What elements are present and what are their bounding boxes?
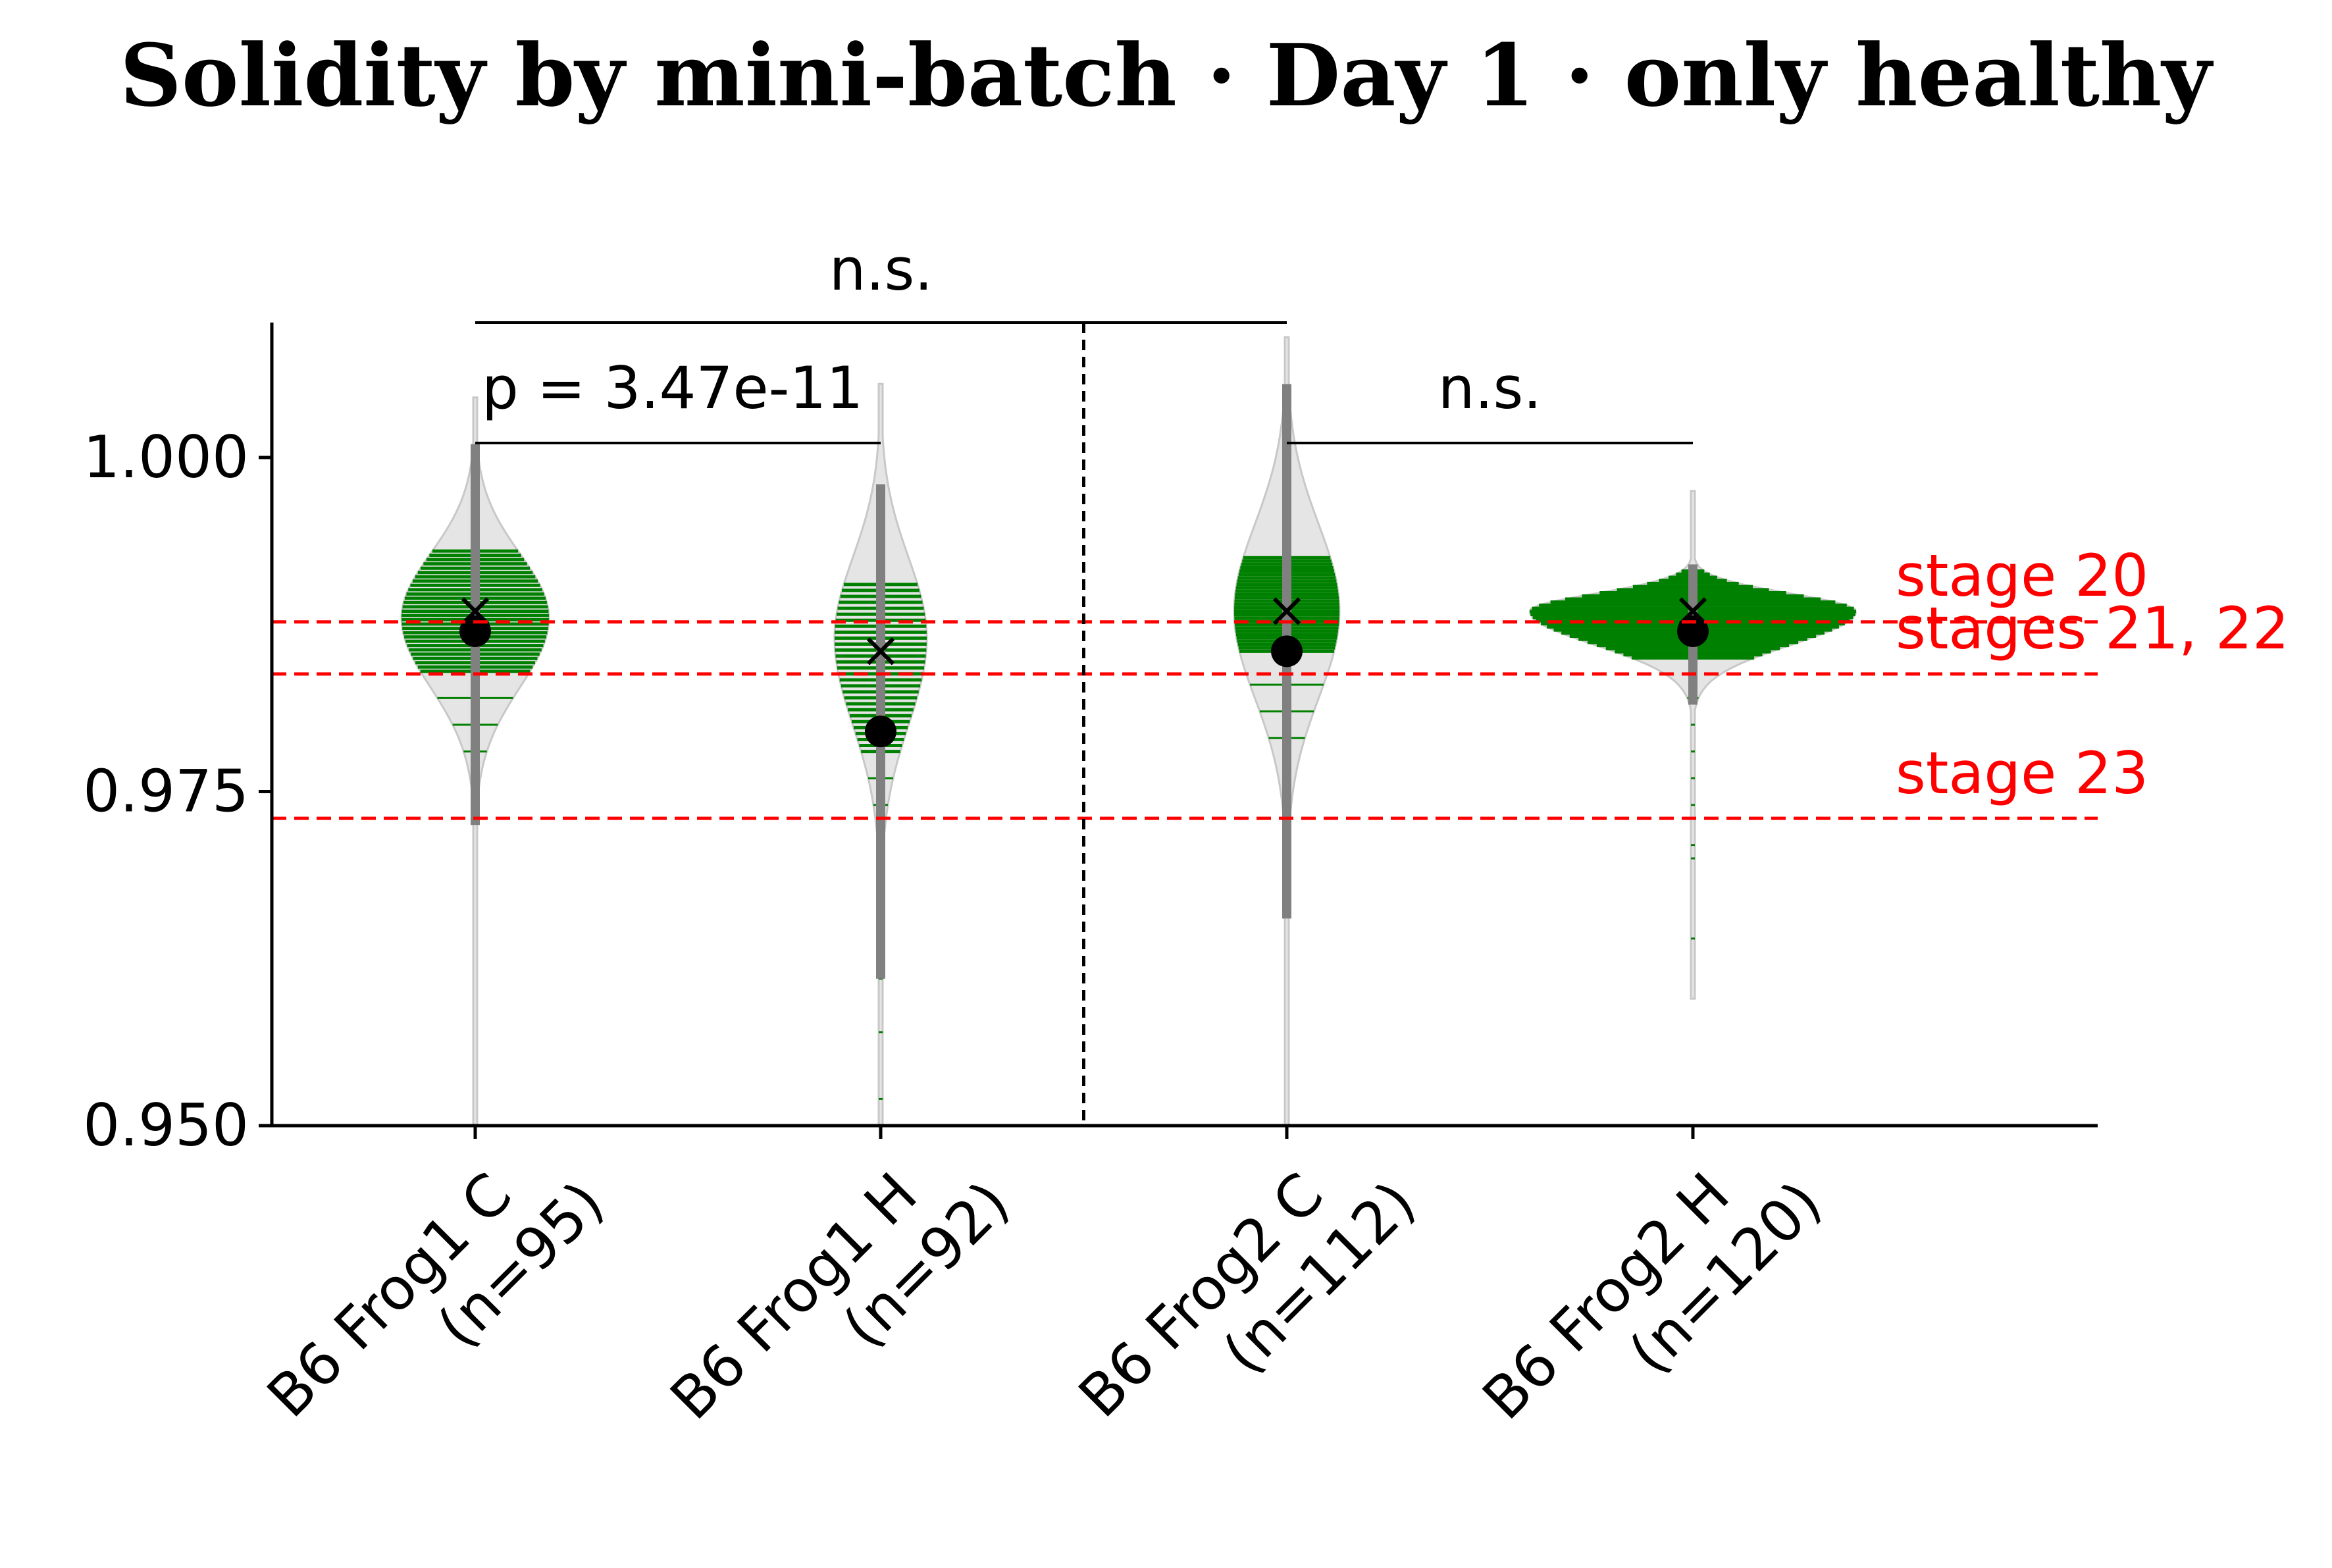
significance-label: p = 3.47e-11 [482, 354, 863, 422]
violin-group-4 [1529, 490, 1857, 1000]
x-tick-label: B6 Frog2 H(n=120) [1470, 1118, 1834, 1482]
mean-marker [461, 597, 490, 625]
median-dot [1271, 635, 1303, 667]
mean-cross-stroke [1272, 597, 1301, 625]
mean-cross-stroke [461, 597, 490, 625]
mean-marker [1272, 597, 1301, 625]
significance-label: n.s. [1438, 354, 1542, 422]
mean-marker [1678, 597, 1707, 625]
reference-label: stage 20 [1896, 542, 2148, 610]
y-tick-label: 0.975 [83, 758, 249, 825]
mean-cross-stroke [1678, 597, 1707, 625]
reference-label: stage 23 [1896, 739, 2148, 807]
mean-cross-stroke [866, 637, 895, 666]
x-tick-label: B6 Frog1 H(n=92) [658, 1118, 1022, 1482]
x-tick-label: B6 Frog2 C(n=112) [1066, 1118, 1428, 1480]
reference-label: stages 21, 22 [1896, 594, 2289, 662]
median-dot [865, 716, 896, 748]
significance-label: n.s. [829, 236, 933, 303]
y-tick-label: 0.950 [83, 1091, 249, 1159]
x-tick-label: B6 Frog1 C(n=95) [254, 1118, 617, 1480]
violin-group-3 [1233, 336, 1341, 1127]
mean-marker [866, 637, 895, 666]
violin-group-2 [833, 382, 928, 1127]
chart-title: Solidity by mini-batch · Day 1 · only he… [120, 25, 2214, 126]
violin-group-1 [400, 396, 550, 1127]
y-tick-label: 1.000 [83, 423, 249, 491]
